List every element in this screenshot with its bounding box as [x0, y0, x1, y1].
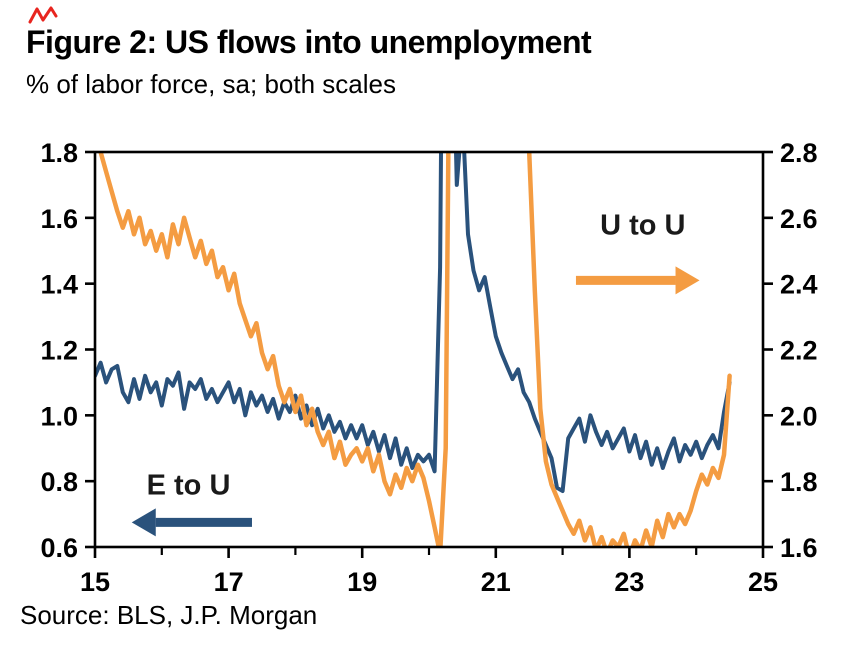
- right-axis-tick-label: 2.4: [780, 270, 818, 300]
- red-scribble-stroke: [28, 6, 58, 24]
- x-axis-tick-label: 17: [214, 567, 244, 597]
- chart-canvas: 0.6 0.8 1.0 1.2 1.4 1.6 1.8 1.6 1.8 2.0 2.2 2.4 2.6 2…: [40, 138, 818, 597]
- left-axis-tick-label: 1.2: [40, 335, 78, 365]
- source-note: Source: BLS, J.P. Morgan: [20, 599, 318, 630]
- right-axis-tick-label: 2.0: [780, 401, 818, 431]
- x-axis-tick-label: 15: [80, 567, 110, 597]
- figure-subtitle: % of labor force, sa; both scales: [26, 68, 396, 99]
- x-axis-tick-label: 21: [481, 567, 511, 597]
- x-axis-tick-label: 25: [748, 567, 778, 597]
- right-axis-tick-label: 2.6: [780, 204, 818, 234]
- left-axis-tick-label: 1.6: [40, 204, 78, 234]
- left-axis-tick-label: 1.8: [40, 138, 78, 168]
- e-to-u-label: E to U: [147, 469, 231, 501]
- series-u-to-u-line: [98, 151, 732, 547]
- figure-title: Figure 2: US flows into unemployment: [26, 24, 592, 60]
- right-axis-tick-label: 1.6: [780, 533, 818, 563]
- e-to-u-arrow-head-icon: [131, 508, 156, 537]
- plot-border: [93, 150, 765, 549]
- x-axis-tick-label: 23: [614, 567, 644, 597]
- left-axis-tick-label: 1.0: [40, 401, 78, 431]
- right-axis-tick-label: 2.8: [780, 138, 818, 168]
- left-axis-tick-label: 0.8: [40, 467, 78, 497]
- u-to-u-arrow-head-icon: [675, 266, 700, 295]
- red-scribble-icon: [28, 6, 58, 24]
- left-axis-tick-label: 0.6: [40, 533, 78, 563]
- u-to-u-label: U to U: [600, 209, 685, 241]
- left-axis-tick-label: 1.4: [40, 270, 78, 300]
- series-e-to-u-line: [95, 151, 732, 493]
- right-axis-tick-label: 1.8: [780, 467, 818, 497]
- right-axis-tick-label: 2.2: [780, 335, 818, 365]
- x-axis-tick-label: 19: [347, 567, 377, 597]
